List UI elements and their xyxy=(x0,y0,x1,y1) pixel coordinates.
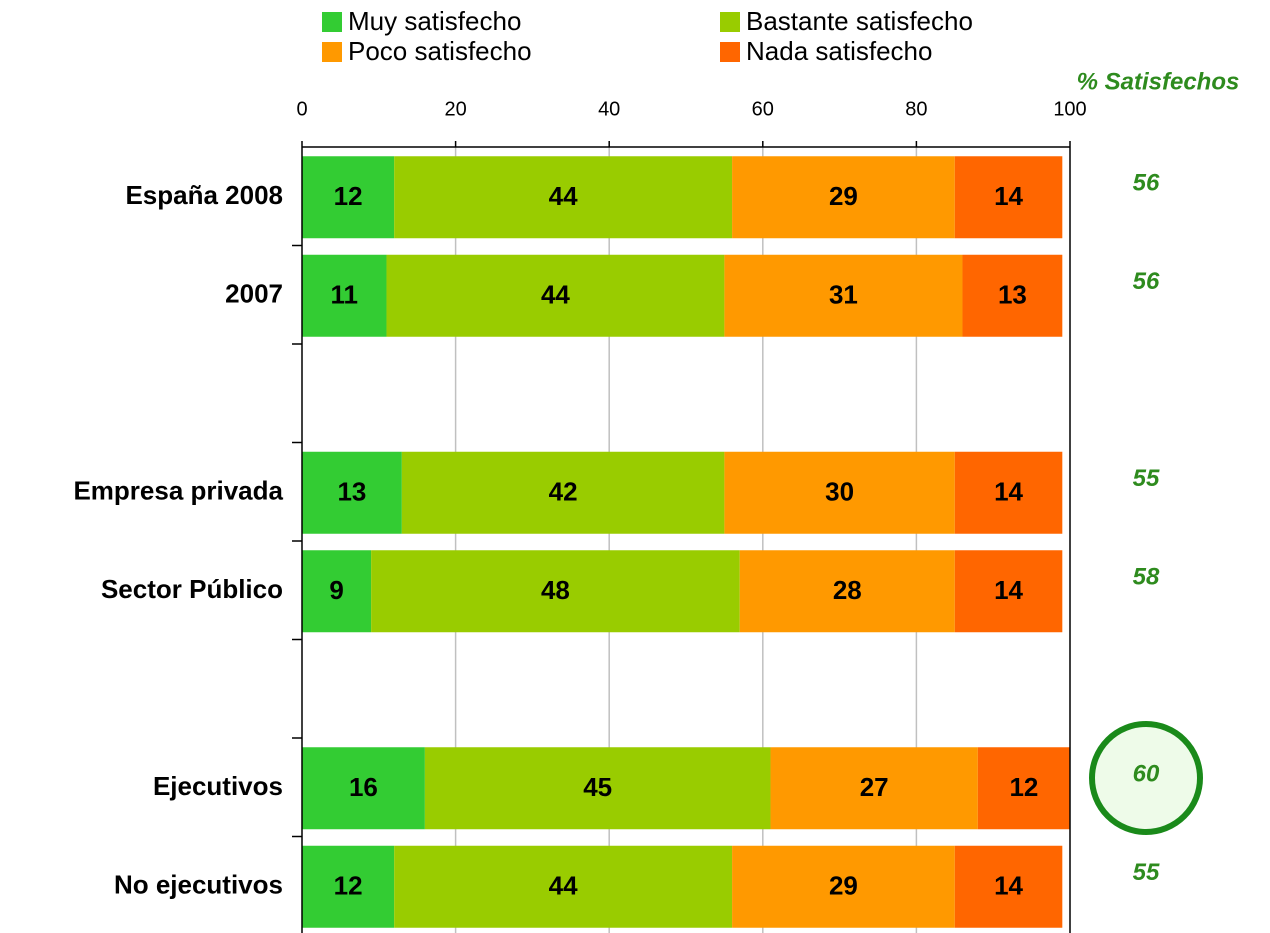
bar-segment xyxy=(394,156,733,239)
data-label: 44 xyxy=(549,871,578,901)
legend-label: Bastante satisfecho xyxy=(746,6,973,36)
data-label: 45 xyxy=(583,772,612,802)
highlight-circle xyxy=(1089,721,1203,835)
satisfied-value: 56 xyxy=(1133,268,1160,295)
bar-segment xyxy=(302,550,372,633)
bar-segment xyxy=(954,550,1063,633)
bar-segment xyxy=(394,845,733,928)
data-label: 44 xyxy=(549,181,578,211)
category-label: Empresa privada xyxy=(73,476,283,506)
data-label: 14 xyxy=(994,181,1023,211)
bar-segment xyxy=(732,845,955,928)
data-label: 42 xyxy=(549,477,578,507)
data-label: 44 xyxy=(541,280,570,310)
bar-segment xyxy=(732,156,955,239)
category-label: Ejecutivos xyxy=(153,771,283,801)
bar-segment xyxy=(977,747,1070,830)
bar-segment xyxy=(371,550,740,633)
bar-segment xyxy=(962,254,1063,337)
bar-segment xyxy=(302,747,425,830)
bar-segment xyxy=(424,747,771,830)
category-label: España 2008 xyxy=(125,180,283,210)
data-label: 14 xyxy=(994,575,1023,605)
data-label: 30 xyxy=(825,477,854,507)
data-label: 13 xyxy=(998,280,1027,310)
data-label: 16 xyxy=(349,772,378,802)
legend-label: Muy satisfecho xyxy=(348,6,521,36)
category-label: No ejecutivos xyxy=(114,870,283,900)
bar-segment xyxy=(770,747,978,830)
bar-segment xyxy=(739,550,955,633)
category-label: Sector Público xyxy=(101,574,283,604)
data-label: 11 xyxy=(330,280,358,310)
bar-segment xyxy=(401,451,725,534)
satisfied-value: 55 xyxy=(1133,859,1160,886)
bar-segment xyxy=(724,451,955,534)
bar-segment xyxy=(724,254,963,337)
x-tick-label: 0 xyxy=(296,98,307,120)
satisfied-value: 56 xyxy=(1133,170,1160,197)
data-label: 14 xyxy=(994,871,1023,901)
data-label: 29 xyxy=(829,871,858,901)
data-label: 12 xyxy=(334,871,363,901)
x-tick-label: 40 xyxy=(598,98,620,120)
data-label: 27 xyxy=(860,772,889,802)
data-label: 31 xyxy=(829,280,858,310)
data-label: 28 xyxy=(833,575,862,605)
legend-label: Poco satisfecho xyxy=(348,36,532,66)
bar-segment xyxy=(386,254,725,337)
data-label: 14 xyxy=(994,477,1023,507)
bar-segment xyxy=(302,254,387,337)
data-label: 48 xyxy=(541,575,570,605)
x-tick-label: 60 xyxy=(752,98,774,120)
satisfied-value: 55 xyxy=(1133,465,1160,492)
legend-swatch xyxy=(322,42,342,62)
data-label: 9 xyxy=(329,575,343,605)
satisfied-value: 60 xyxy=(1133,761,1160,788)
x-tick-label: 100 xyxy=(1053,98,1086,120)
bar-segment xyxy=(954,845,1063,928)
legend-label: Nada satisfecho xyxy=(746,36,932,66)
data-label: 12 xyxy=(1009,772,1038,802)
x-tick-label: 80 xyxy=(905,98,927,120)
bar-segment xyxy=(954,156,1063,239)
data-label: 13 xyxy=(337,477,366,507)
bar-segment xyxy=(954,451,1063,534)
satisfied-title: % Satisfechos xyxy=(1077,68,1240,95)
data-label: 29 xyxy=(829,181,858,211)
x-tick-label: 20 xyxy=(444,98,466,120)
satisfied-value: 58 xyxy=(1133,564,1160,591)
legend-swatch xyxy=(720,42,740,62)
category-label: 2007 xyxy=(225,279,283,309)
legend-swatch xyxy=(322,12,342,32)
bar-segment xyxy=(302,156,395,239)
legend-swatch xyxy=(720,12,740,32)
data-label: 12 xyxy=(334,181,363,211)
bar-segment xyxy=(302,845,395,928)
bar-segment xyxy=(302,451,402,534)
